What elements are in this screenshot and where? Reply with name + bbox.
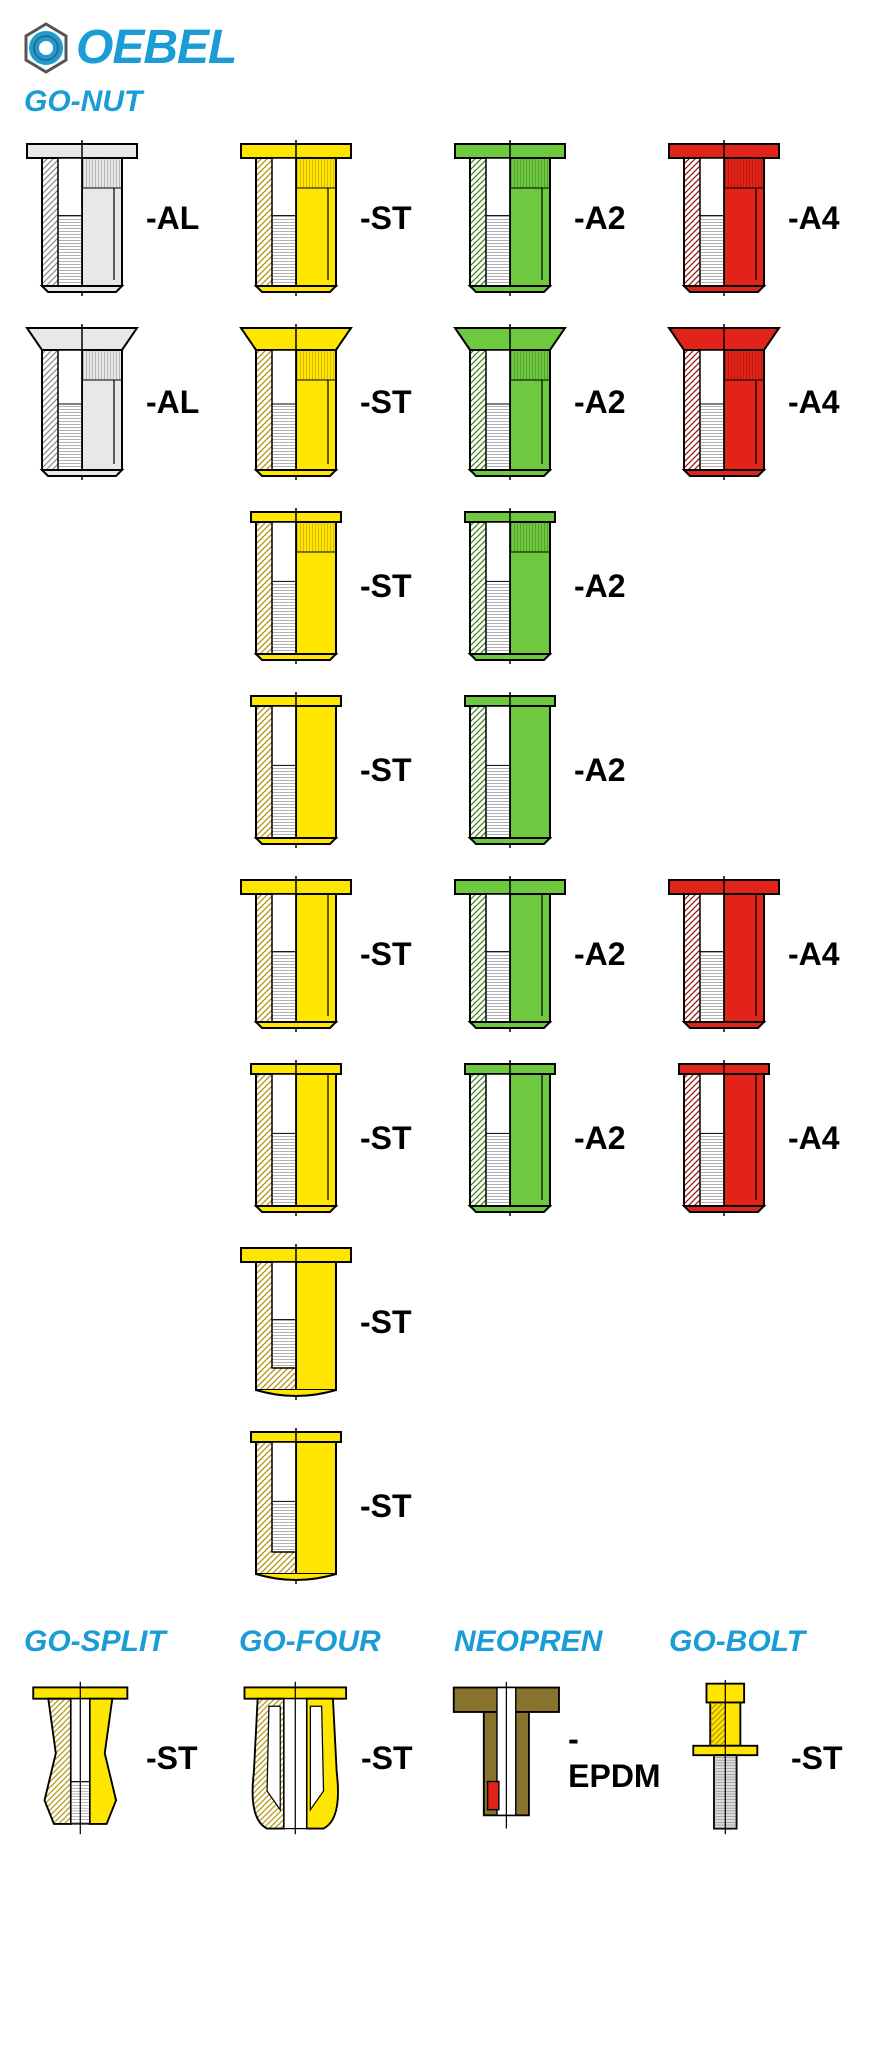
- material-label: -A2: [574, 752, 626, 789]
- material-label: -ST: [360, 568, 412, 605]
- material-label: -A2: [574, 936, 626, 973]
- material-label: -ST: [360, 200, 412, 237]
- material-label: -ST: [360, 384, 412, 421]
- bottom-column-neopren: NEOPREN -EPDM: [450, 1615, 665, 1843]
- gonut-cell: -A4: [662, 1053, 872, 1223]
- material-label: -A4: [788, 200, 840, 237]
- gonut-cell: -A2: [448, 1053, 658, 1223]
- logo-text: OEBEL: [76, 20, 236, 75]
- gosplit-cell: -ST: [20, 1673, 235, 1843]
- gonut-cell: -ST: [234, 133, 444, 303]
- gonut-cell: -AL: [20, 133, 230, 303]
- material-label: -A4: [788, 384, 840, 421]
- gonut-cell: -ST: [234, 1237, 444, 1407]
- section-title-gobolt: GO-BOLT: [669, 1625, 880, 1659]
- gonut-cell: -ST: [234, 317, 444, 487]
- bottom-row: GO-SPLIT -ST GO-FOUR: [20, 1615, 874, 1843]
- gonut-cell: -A2: [448, 869, 658, 1039]
- gonut-cell: -A4: [662, 869, 872, 1039]
- logo-hex-icon: [20, 22, 72, 74]
- material-label: -A2: [574, 200, 626, 237]
- section-title-gonut: GO-NUT: [24, 85, 874, 119]
- material-label: -ST: [361, 1740, 413, 1777]
- bottom-column-gofour: GO-FOUR -ST: [235, 1615, 450, 1843]
- material-label: -ST: [360, 1488, 412, 1525]
- gonut-cell: -A2: [448, 317, 658, 487]
- material-label: -A2: [574, 1120, 626, 1157]
- gofour-cell: -ST: [235, 1673, 450, 1843]
- material-label: -A4: [788, 936, 840, 973]
- gonut-cell: -AL: [20, 317, 230, 487]
- gonut-cell: -ST: [234, 869, 444, 1039]
- material-label: -A4: [788, 1120, 840, 1157]
- material-label: -A2: [574, 568, 626, 605]
- bottom-column-gobolt: GO-BOLT -ST: [665, 1615, 880, 1843]
- gobolt-cell: -ST: [665, 1673, 880, 1843]
- gonut-cell: -A2: [448, 685, 658, 855]
- gonut-cell: -ST: [234, 501, 444, 671]
- section-title-neopren: NEOPREN: [454, 1625, 665, 1659]
- brand-logo: OEBEL: [20, 20, 874, 75]
- material-label: -EPDM: [568, 1721, 665, 1795]
- section-title-gofour: GO-FOUR: [239, 1625, 450, 1659]
- material-label: -ST: [360, 752, 412, 789]
- material-label: -ST: [360, 936, 412, 973]
- gonut-cell: -A4: [662, 317, 872, 487]
- material-label: -A2: [574, 384, 626, 421]
- section-title-gosplit: GO-SPLIT: [24, 1625, 235, 1659]
- material-label: -ST: [146, 1740, 198, 1777]
- material-label: -ST: [791, 1740, 843, 1777]
- bottom-column-gosplit: GO-SPLIT -ST: [20, 1615, 235, 1843]
- material-label: -ST: [360, 1304, 412, 1341]
- material-label: -AL: [146, 200, 199, 237]
- gonut-cell: -ST: [234, 1421, 444, 1591]
- gonut-cell: -ST: [234, 685, 444, 855]
- material-label: -ST: [360, 1120, 412, 1157]
- gonut-cell: -A4: [662, 133, 872, 303]
- material-label: -AL: [146, 384, 199, 421]
- gonut-grid: -AL -ST -A2 -A4: [20, 133, 874, 1591]
- gonut-cell: -A2: [448, 133, 658, 303]
- gonut-cell: -A2: [448, 501, 658, 671]
- gonut-cell: -ST: [234, 1053, 444, 1223]
- neopren-cell: -EPDM: [450, 1673, 665, 1843]
